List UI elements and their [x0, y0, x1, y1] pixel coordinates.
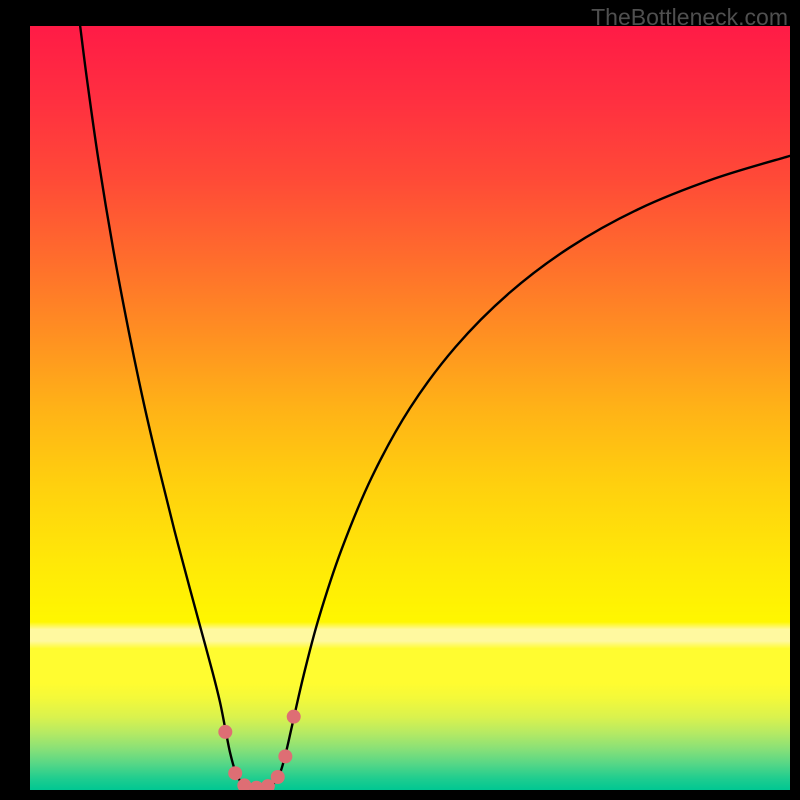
bottleneck-chart — [0, 0, 800, 800]
data-marker — [228, 766, 242, 780]
frame-left — [0, 0, 30, 800]
watermark-text: TheBottleneck.com — [591, 4, 788, 31]
data-marker — [271, 770, 285, 784]
frame-right — [790, 0, 800, 800]
frame-bottom — [0, 790, 800, 800]
data-marker — [278, 749, 292, 763]
data-marker — [218, 725, 232, 739]
data-marker — [287, 710, 301, 724]
